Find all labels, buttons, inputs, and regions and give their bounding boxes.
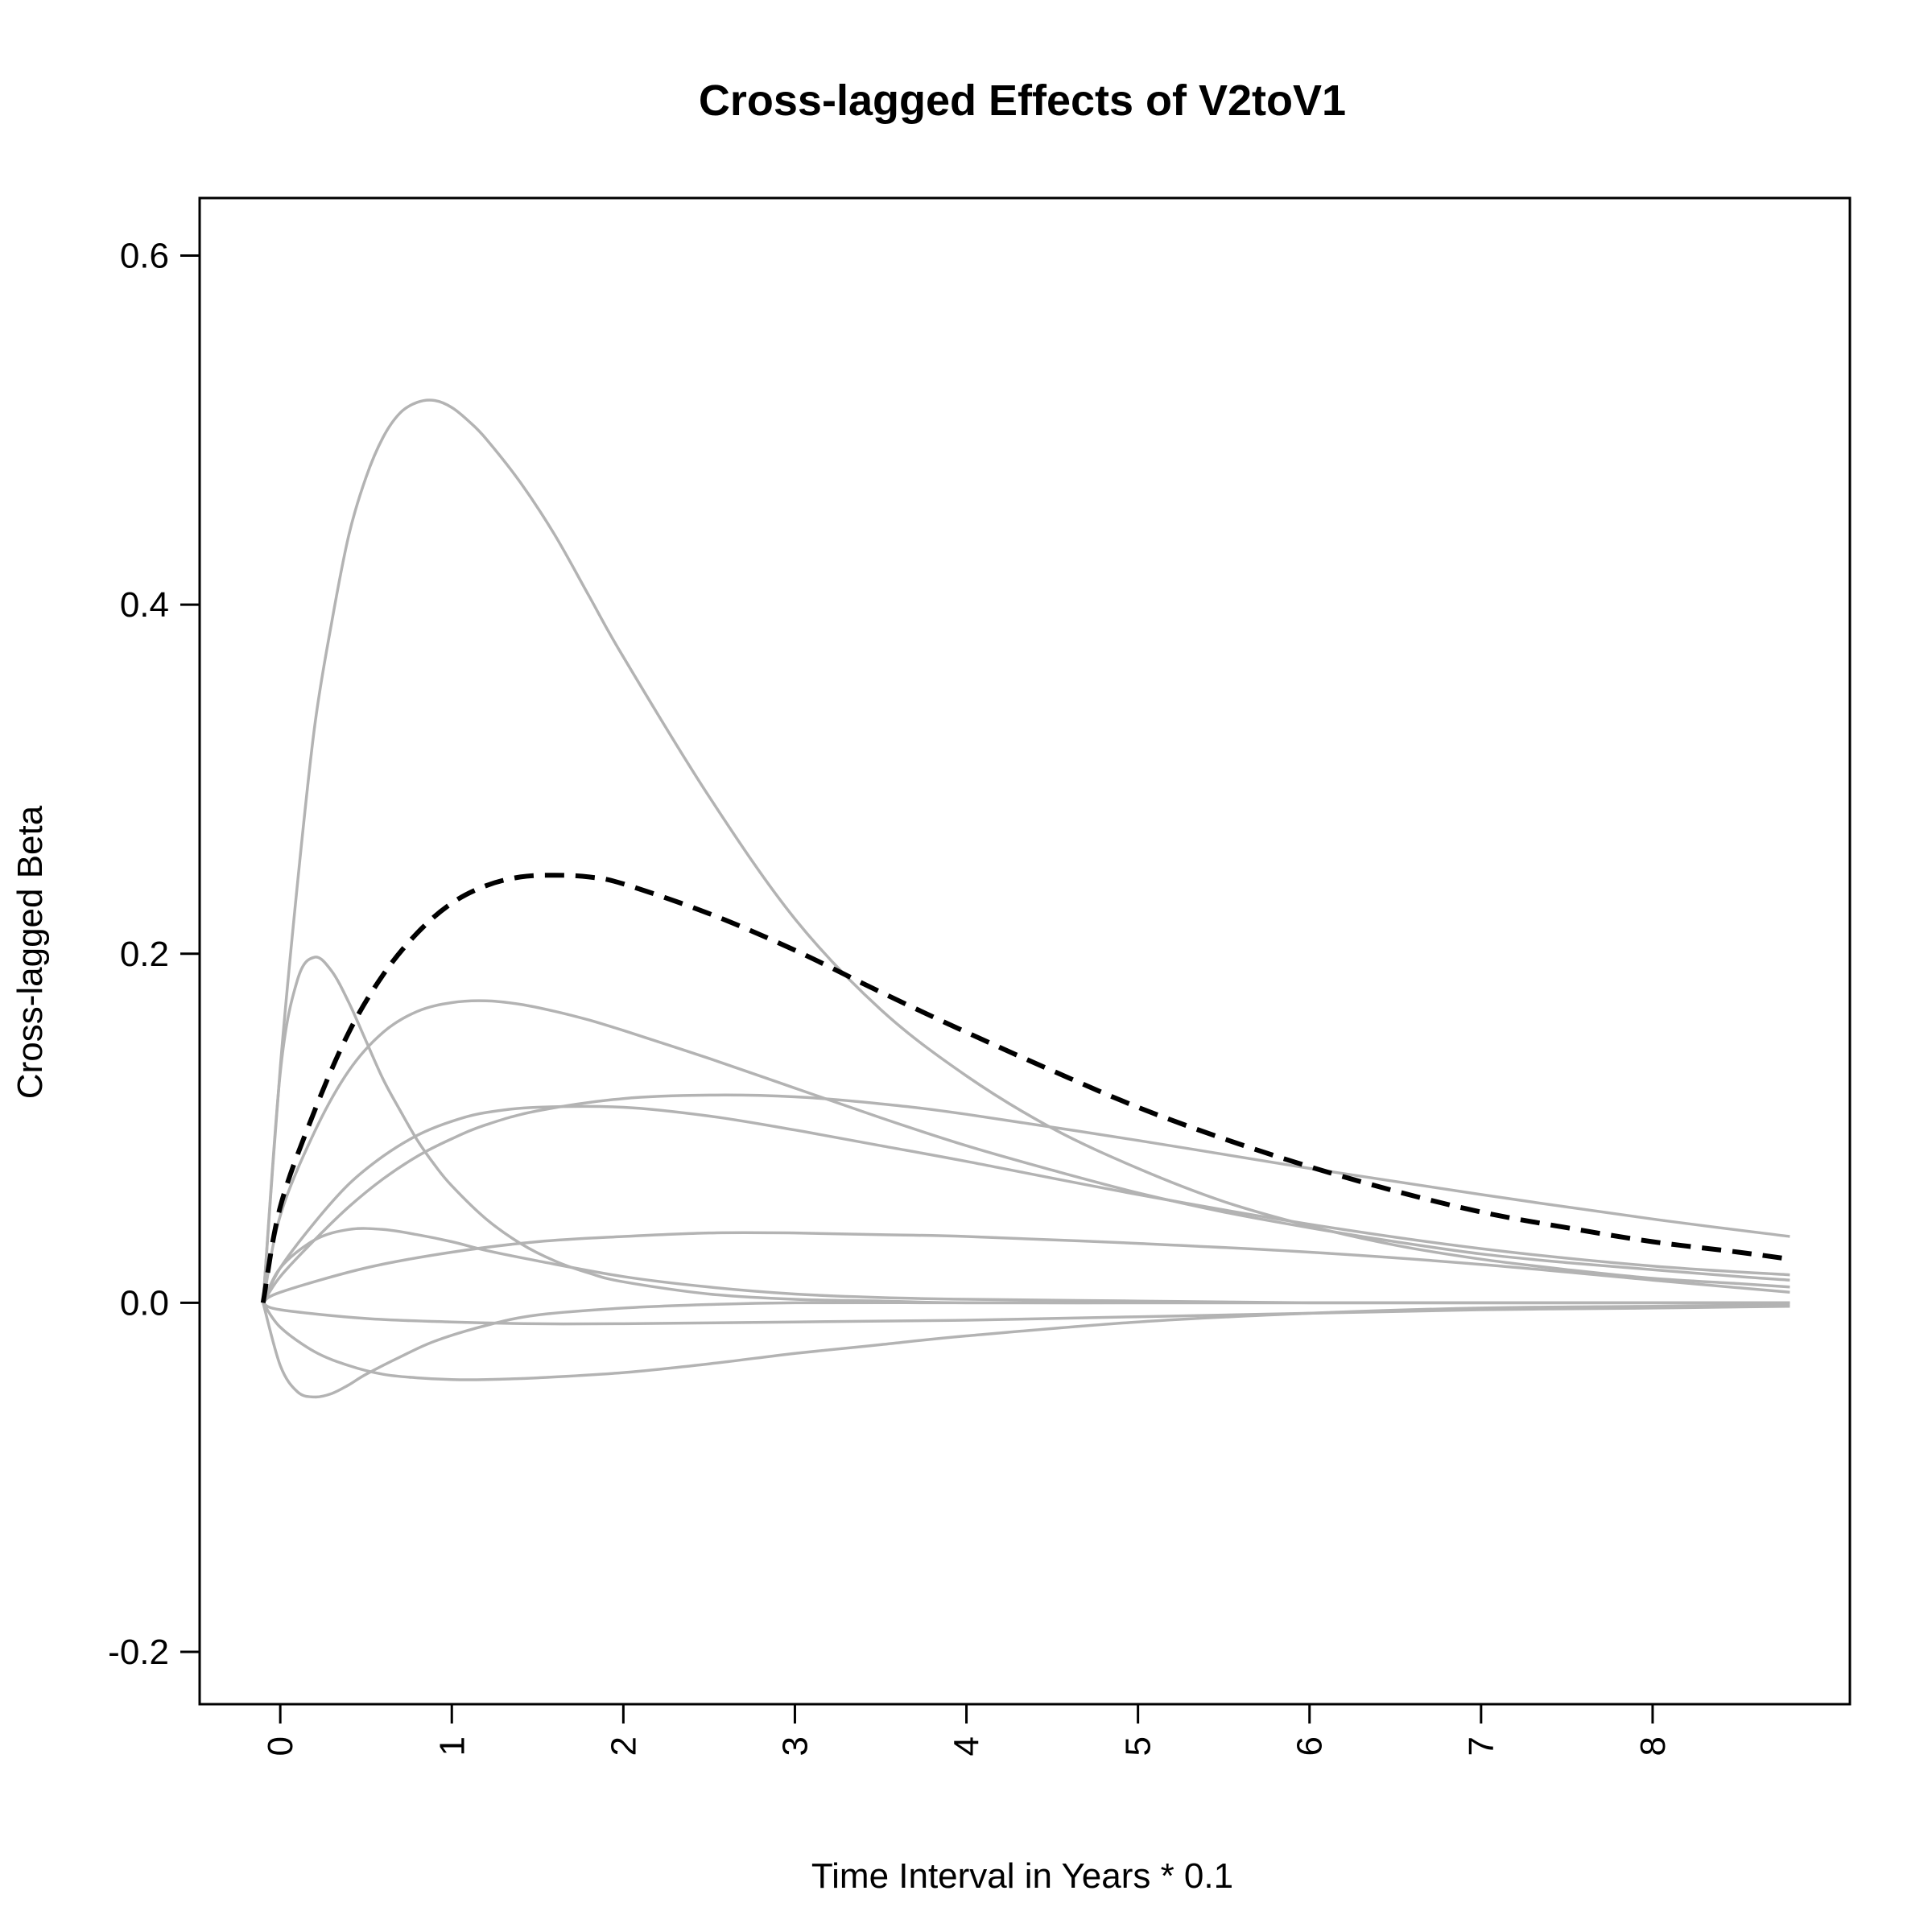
y-tick-label: 0.4 [120,585,169,625]
x-tick-label: 4 [947,1736,987,1756]
individual-series-line [262,1301,1790,1326]
y-tick-label: 0.0 [120,1283,169,1323]
individual-series-line [262,1231,1790,1304]
x-axis: 0 1 2 3 4 5 6 7 8 [261,1704,1673,1756]
individual-series-line [262,1302,1790,1381]
chart-title: Cross-lagged Effects of V2toV1 [699,76,1346,125]
individual-series-line [262,1104,1790,1304]
mean-series-line [260,873,1790,1303]
x-tick-label: 3 [775,1736,815,1756]
x-tick-label: 6 [1290,1736,1330,1756]
plot-frame [198,196,1852,1706]
series-layer [260,398,1790,1399]
y-tick-label: 0.2 [120,935,169,974]
x-tick-label: 5 [1119,1736,1158,1756]
y-axis-label: Cross-lagged Beta [10,805,50,1099]
y-axis: -0.2 0.0 0.2 0.4 0.6 [108,237,200,1672]
x-tick-label: 8 [1633,1736,1673,1756]
x-axis-label: Time Interval in Years * 0.1 [811,1856,1233,1896]
x-tick-label: 2 [604,1736,643,1756]
individual-series-line [262,398,1790,1303]
x-tick-label: 1 [432,1736,472,1756]
x-tick-label: 7 [1462,1736,1501,1756]
individual-series-line [262,1301,1790,1399]
individual-series-line [262,1093,1790,1304]
y-tick-label: -0.2 [108,1633,169,1672]
y-tick-label: 0.6 [120,237,169,276]
x-tick-label: 0 [261,1736,300,1756]
